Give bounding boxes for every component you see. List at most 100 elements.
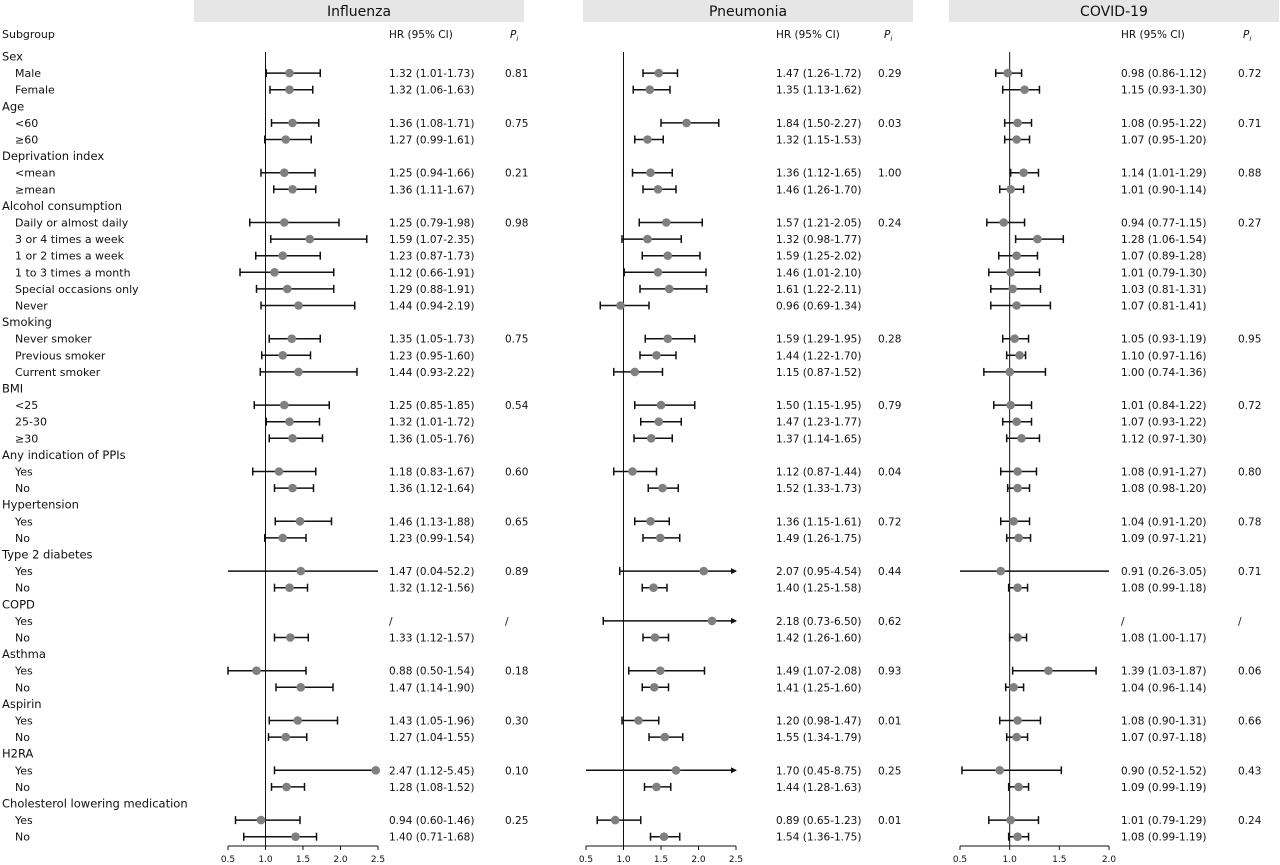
hr-point [371,766,381,775]
hr-ci-label: 1.35 (1.05-1.73) [389,334,474,346]
hr-point [1013,832,1022,841]
x-tick-label: 2.0 [691,855,706,865]
subgroup-label: Yes [14,466,33,479]
subgroup-label: Yes [14,515,33,528]
hr-ci-label: 1.59 (1.25-2.02) [776,251,861,263]
hr-point [287,334,297,344]
subgroup-label: No [15,731,30,744]
hr-point [285,85,294,94]
subgroup-category-label: BMI [2,382,23,396]
p-interaction-value: 0.98 [505,218,528,230]
hr-point [305,234,315,244]
p-interaction-value: 0.79 [878,400,901,412]
hr-point [1014,533,1023,543]
hr-ci-label: 1.44 (1.22-1.70) [776,350,861,362]
p-interaction-value: 0.04 [878,467,902,479]
hr-point [699,566,709,576]
hr-point [1044,666,1053,675]
p-interaction-value: 0.06 [1238,666,1262,678]
hr-point [1006,185,1015,194]
panel-header-bg [949,0,1279,22]
subgroup-label: Previous smoker [15,349,106,362]
hr-point [1006,400,1015,410]
hr-point [294,367,303,377]
hr-point [660,732,670,742]
p-interaction-value: 0.10 [505,765,528,777]
subgroup-label: Yes [14,814,33,827]
p-interaction-value: 0.03 [878,118,901,130]
hr-ci-label: 1.33 (1.12-1.57) [389,633,474,645]
p-column-header: Pi [510,29,518,43]
subgroup-label: Current smoker [15,366,101,379]
hr-ci-label: 1.08 (0.99-1.18) [1121,583,1206,595]
hr-point [630,367,640,377]
hr-point [655,666,665,675]
subgroup-label: ≥60 [15,134,38,147]
hr-ci-label: 1.32 (0.98-1.77) [776,234,861,246]
hr-ci-label: 1.23 (0.87-1.73) [389,251,474,263]
hr-ci-label: 1.61 (1.22-2.11) [776,284,861,296]
x-tick-label: 1.0 [258,855,273,865]
hr-ci-label: 1.40 (0.71-1.68) [389,832,474,844]
p-interaction-value: 0.72 [878,516,901,528]
hr-point [650,633,660,642]
hr-ci-label: 1.44 (0.94-2.19) [389,301,474,313]
subgroup-label: No [15,781,30,794]
subgroup-label: No [15,831,30,844]
subgroup-label: Never [15,300,48,313]
hr-point [664,284,674,294]
subgroup-header: Subgroup [2,28,55,41]
hr-ci-label: 1.01 (0.79-1.29) [1121,815,1206,827]
hr-ci-label: 1.04 (0.96-1.14) [1121,682,1206,694]
x-tick-label: 2.0 [333,855,348,865]
panel-header-bg [194,0,524,22]
subgroup-label: 3 or 4 times a week [15,233,125,246]
hr-ci-label: 0.94 (0.60-1.46) [389,815,474,827]
subgroup-label: ≥mean [15,183,55,196]
p-interaction-value: 0.18 [505,666,528,678]
p-interaction-value: 0.71 [1238,118,1261,130]
p-interaction-value: 0.44 [878,566,902,578]
hr-point [652,782,661,792]
hr-ci-label: 1.01 (0.79-1.30) [1121,267,1206,279]
hr-ci-label: 1.39 (1.03-1.87) [1121,666,1206,678]
subgroup-category-label: Sex [2,50,23,64]
hr-ci-label: 1.47 (1.14-1.90) [389,682,474,694]
panel-title: Influenza [327,4,391,20]
hr-ci-label: 1.36 (1.05-1.76) [389,433,474,445]
hr-point [645,85,655,94]
hr-ci-label: 1.47 (1.26-1.72) [776,68,861,80]
hr-ci-label: 1.00 (0.74-1.36) [1121,367,1206,379]
subgroup-label: 1 or 2 times a week [15,250,125,263]
hr-ci-label: 1.05 (0.93-1.19) [1121,334,1206,346]
p-interaction-value: 0.29 [878,68,901,80]
hr-point [1009,517,1018,526]
subgroup-label: No [15,482,30,495]
hr-point [288,483,297,493]
subgroup-category-label: Type 2 diabetes [1,548,93,562]
hr-ci-label: 1.36 (1.11-1.67) [389,184,474,196]
hr-point [279,168,289,177]
p-interaction-value: 1.00 [878,168,901,180]
hr-point [270,268,279,277]
subgroup-label: 25-30 [15,416,47,429]
hr-ci-label: / [389,616,393,628]
hr-point [281,135,291,144]
hr-point [646,517,655,526]
subgroup-label: Yes [14,665,33,678]
hr-point [646,168,655,177]
hr-ci-label: 1.08 (0.98-1.20) [1121,483,1206,495]
hr-ci-label: 1.84 (1.50-2.27) [776,118,861,130]
hr-column-header: HR (95% CI) [776,29,840,41]
p-interaction-value: 0.93 [878,666,901,678]
p-interaction-value: 0.72 [1238,400,1261,412]
ci-arrow-high [731,617,737,624]
p-subscript: i [1249,35,1251,43]
hr-point [296,566,306,576]
hr-point [1013,118,1022,128]
hr-ci-label: 1.37 (1.14-1.65) [776,433,861,445]
hr-point [663,251,673,260]
hr-ci-label: 1.07 (0.93-1.22) [1121,417,1206,429]
hr-point [278,251,288,260]
x-tick-label: 1.5 [1052,855,1066,865]
